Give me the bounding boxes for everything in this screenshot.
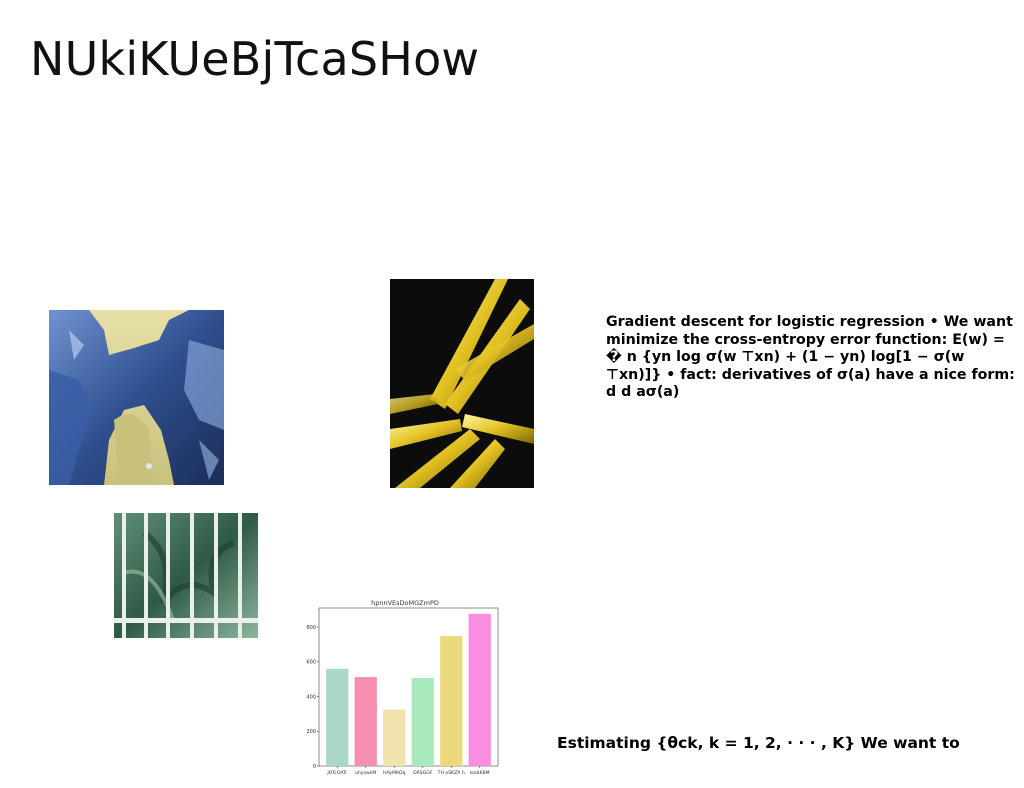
bar (440, 636, 463, 766)
plot-frame (318, 607, 499, 767)
blue-rock-arch-image (49, 310, 224, 485)
blue-rock-arch-photo (49, 310, 224, 485)
chart-title: hpnnVEsDoMGZmPD (371, 599, 439, 607)
slide-title: NUkiKUeBjTcaSHow (30, 32, 480, 86)
y-tick-label: 800 (306, 625, 316, 631)
bar (326, 668, 349, 766)
y-tick-label: 0 (313, 764, 316, 770)
x-tick-label: uhyswkM (355, 770, 376, 776)
x-tick-label: HAyMKOq (383, 770, 405, 776)
bar (383, 709, 406, 766)
bar (411, 677, 434, 766)
y-tick-label: 200 (306, 729, 316, 735)
x-tick-label: loxbKBM (470, 770, 490, 776)
bar-chart: hpnnVEsDoMGZmPD 0 200 400 600 800 JOTcOATr uhy… (306, 599, 499, 776)
greenhouse-window-photo (114, 513, 258, 638)
y-tick-label: 600 (306, 660, 316, 666)
text-block-estimating: Estimating {θck, k = 1, 2, · · · , K} We… (557, 734, 960, 752)
bar (468, 613, 491, 766)
y-tick-label: 400 (306, 694, 316, 700)
golden-spikes-photo (390, 279, 534, 488)
x-tick-label: JOTcOATr (326, 770, 347, 776)
text-block-gradient-descent: Gradient descent for logistic regression… (606, 314, 1015, 400)
golden-spikes-image (390, 279, 534, 488)
greenhouse-window-image (114, 513, 258, 638)
bar (354, 677, 377, 766)
x-tick-label: ORSGGF (413, 770, 433, 776)
x-tick-label: TH oSKZX h (437, 770, 465, 776)
